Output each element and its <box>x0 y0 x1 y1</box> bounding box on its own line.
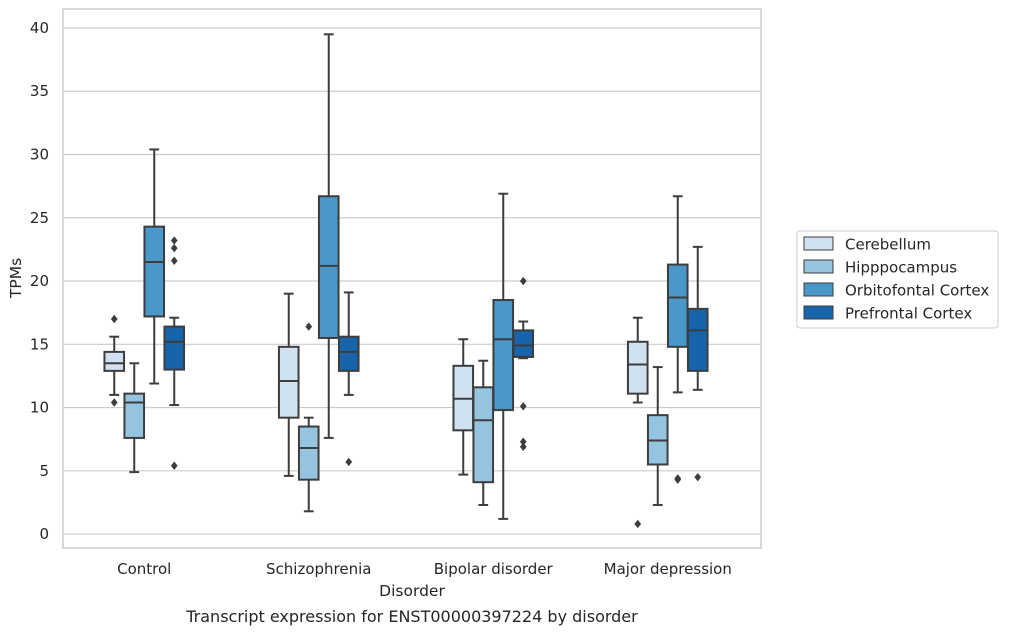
box-cerebellum-1 <box>277 292 300 477</box>
outlier-point <box>519 402 527 411</box>
box-iqr <box>103 350 126 372</box>
chart-caption: Transcript expression for ENST0000039722… <box>185 607 638 626</box>
box-prefrontal-cortex-0 <box>163 236 186 470</box>
box-orbitofontal-cortex-0 <box>143 148 166 385</box>
y-tick-labels: 0 5 10 15 20 25 30 35 40 <box>30 19 49 543</box>
box-prefrontal-cortex-3 <box>686 245 709 482</box>
legend-label-3: Prefrontal Cortex <box>845 305 972 323</box>
legend-label-2: Orbitofontal Cortex <box>845 282 989 300</box>
x-tick-labels: Control Schizophrenia Bipolar disorder Majo… <box>117 560 732 578</box>
box-hipppocampus-2 <box>472 359 495 506</box>
y-tick-label: 25 <box>30 209 49 227</box>
box-iqr <box>686 307 709 372</box>
y-tick-label: 10 <box>30 399 49 417</box>
outlier-point <box>634 519 642 529</box>
box-iqr <box>492 299 515 412</box>
outlier-point <box>674 474 682 483</box>
x-axis-label: Disorder <box>379 582 445 600</box>
outlier-point <box>170 461 178 470</box>
outlier-point <box>170 243 178 253</box>
box-prefrontal-cortex-1 <box>337 291 360 467</box>
outlier-point <box>170 236 178 245</box>
legend-swatch-1 <box>803 259 834 274</box>
y-tick-label: 40 <box>30 19 49 37</box>
y-tick-label: 0 <box>39 525 49 543</box>
y-tick-label: 35 <box>30 82 49 100</box>
y-tick-label: 5 <box>39 462 49 480</box>
box-hipppocampus-0 <box>123 362 146 474</box>
outlier-point <box>110 398 118 407</box>
box-cerebellum-3 <box>626 316 649 529</box>
box-iqr <box>472 386 495 484</box>
plot-frame <box>62 8 762 549</box>
outlier-point <box>170 256 178 265</box>
legend-frame <box>796 230 999 329</box>
outlier-point <box>305 322 313 331</box>
box-iqr <box>277 345 300 419</box>
boxes-layer <box>103 33 709 529</box>
box-iqr <box>666 263 689 348</box>
box-iqr <box>512 329 535 358</box>
box-iqr <box>626 340 649 395</box>
legend: Cerebellum Hipppocampus Orbitofontal Corte… <box>796 230 999 329</box>
y-axis-label: TPMs <box>7 258 25 299</box>
y-tick-label: 20 <box>30 272 49 290</box>
outlier-point <box>519 442 527 451</box>
x-tick-label: Bipolar disorder <box>434 560 554 578</box>
box-iqr <box>123 392 146 439</box>
box-cerebellum-2 <box>452 338 475 476</box>
outlier-point <box>519 437 527 446</box>
box-iqr <box>317 195 340 339</box>
x-tick-label: Schizophrenia <box>266 560 371 578</box>
box-orbitofontal-cortex-2 <box>492 192 515 520</box>
box-orbitofontal-cortex-3 <box>666 195 689 484</box>
outlier-point <box>694 472 702 482</box>
y-tick-label: 15 <box>30 335 49 353</box>
y-tick-label: 30 <box>30 146 49 164</box>
box-hipppocampus-1 <box>297 322 320 513</box>
x-tick-label: Control <box>117 560 171 578</box>
x-tick-label: Major depression <box>604 560 732 578</box>
legend-label-1: Hipppocampus <box>845 259 957 277</box>
outlier-point <box>345 457 353 467</box>
legend-swatch-3 <box>803 305 834 320</box>
legend-label-0: Cerebellum <box>845 236 931 254</box>
box-iqr <box>337 335 360 372</box>
box-orbitofontal-cortex-1 <box>317 33 340 439</box>
box-prefrontal-cortex-2 <box>512 276 535 451</box>
box-iqr <box>297 425 320 481</box>
box-iqr <box>163 325 186 371</box>
outlier-point <box>519 276 527 286</box>
box-hipppocampus-3 <box>646 366 669 506</box>
box-iqr <box>143 225 166 318</box>
legend-swatch-2 <box>803 282 834 297</box>
box-cerebellum-0 <box>103 314 126 407</box>
legend-swatch-0 <box>803 236 834 251</box>
outlier-point <box>110 314 118 324</box>
